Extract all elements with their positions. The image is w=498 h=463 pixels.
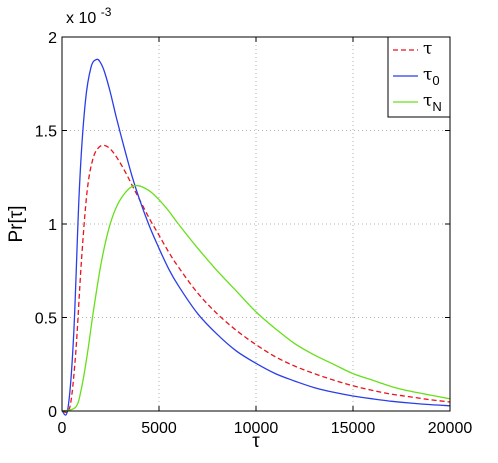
legend-label-2: τN <box>423 91 442 114</box>
exponent-label: x 10 -3 <box>66 5 112 27</box>
x-tick-label: 15000 <box>331 420 376 437</box>
exponent-power: -3 <box>101 5 112 19</box>
legend-label-1: τ0 <box>423 65 440 88</box>
exponent-prefix: x 10 <box>66 10 96 27</box>
series-line-1 <box>61 58 451 416</box>
grid <box>62 37 450 411</box>
y-tick-label: 0 <box>48 404 57 421</box>
y-tick-label: 0.5 <box>35 311 57 328</box>
y-tick-label: 2 <box>48 30 57 47</box>
series-lines <box>61 58 451 416</box>
series-line-2 <box>61 184 451 412</box>
x-tick-label: 0 <box>58 420 67 437</box>
x-tick-label: 20000 <box>428 420 473 437</box>
tick-labels: 0 5000 10000 15000 20000 0 0.5 1 1.5 2 <box>35 30 473 437</box>
legend-box <box>387 36 451 118</box>
x-tick-label: 5000 <box>141 420 177 437</box>
y-tick-label: 1.5 <box>35 124 57 141</box>
x-tick-label: 10000 <box>234 420 279 437</box>
x-axis-label: τ <box>252 431 260 452</box>
legend-label-0: τ <box>423 39 432 59</box>
y-tick-label: 1 <box>48 217 57 234</box>
legend: τ τ0 τN <box>387 36 451 118</box>
y-axis-label: Pr[τ] <box>6 205 27 242</box>
series-line-0 <box>61 144 451 414</box>
